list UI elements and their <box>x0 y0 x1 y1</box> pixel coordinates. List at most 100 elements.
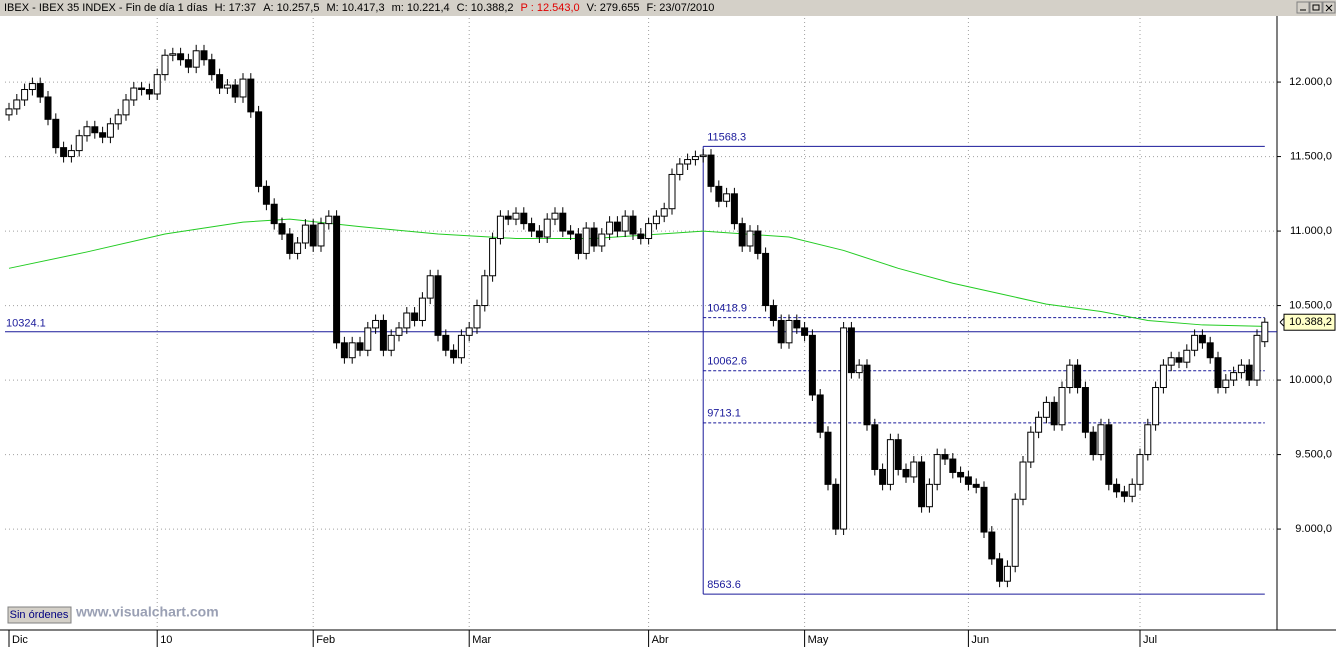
candle-body <box>262 185 270 205</box>
candle-body <box>1183 349 1191 363</box>
candle-body <box>699 154 707 158</box>
candle-body <box>980 486 988 533</box>
candle-body <box>1198 334 1206 344</box>
retracement-label: 11568.3 <box>707 131 746 143</box>
candle-body <box>1152 387 1160 426</box>
candle-body <box>520 212 528 225</box>
candle-body <box>317 223 325 247</box>
candle-body <box>886 439 894 485</box>
candle-body <box>504 215 512 220</box>
candle-body <box>231 84 239 98</box>
maximize-button[interactable] <box>1309 1 1323 14</box>
header-item: C: 10.388,2 <box>457 2 514 14</box>
candle-body <box>933 454 941 485</box>
y-tick-label: 11.500,0 <box>1290 150 1332 162</box>
retracement-label: 9713.1 <box>707 408 741 420</box>
candle-body <box>255 111 263 187</box>
candle-body <box>465 327 473 336</box>
candle-body <box>1230 372 1238 381</box>
x-tick-label: Jul <box>1143 634 1157 646</box>
price-pointer <box>1279 317 1285 327</box>
candle-body <box>489 238 497 277</box>
x-tick-label: Jun <box>971 634 989 646</box>
orders-button[interactable] <box>7 606 72 624</box>
x-tick-label: May <box>808 634 829 646</box>
candle-body <box>216 74 224 89</box>
candle-body <box>902 468 910 478</box>
candle-body <box>200 50 208 61</box>
candle-body <box>114 114 122 125</box>
candle-body <box>239 78 247 98</box>
candle-body <box>434 275 442 336</box>
candle-body <box>1191 334 1199 351</box>
candle-body <box>551 212 559 220</box>
candle-body <box>13 99 21 110</box>
candle-body <box>629 215 637 235</box>
icon <box>1312 4 1320 11</box>
candle-body <box>543 218 551 238</box>
candle-body <box>1058 387 1066 426</box>
candle-body <box>582 227 590 254</box>
candle-body <box>613 221 621 232</box>
candle-body <box>528 223 536 232</box>
candle-body <box>730 193 738 225</box>
candle-body <box>606 221 614 235</box>
header-item: IBEX - IBEX 35 INDEX - Fin de día 1 días <box>4 2 208 14</box>
candle-body <box>1011 498 1019 567</box>
candle-body <box>684 159 692 165</box>
candle-body <box>270 203 278 225</box>
candle-body <box>1120 491 1128 497</box>
candle-body <box>473 305 481 329</box>
x-tick-label: 10 <box>160 634 172 646</box>
candle-body <box>1089 431 1097 456</box>
retracement-label: 10062.6 <box>707 356 747 368</box>
candle-body <box>590 227 598 247</box>
y-tick-label: 11.000,0 <box>1290 225 1332 237</box>
candle-body <box>1175 357 1183 363</box>
candle-body <box>348 342 356 359</box>
icon <box>1325 4 1333 12</box>
candle-body <box>1113 483 1121 493</box>
candle-body <box>223 84 231 89</box>
candle-body <box>426 275 434 299</box>
candle-body <box>1222 379 1230 389</box>
candle-body <box>1214 357 1222 389</box>
candle-body <box>1167 357 1175 366</box>
candle-body <box>138 87 146 91</box>
candle-body <box>418 297 426 321</box>
candle-body <box>450 349 458 359</box>
orders-button-label[interactable]: Sin órdenes <box>10 609 69 621</box>
candle-body <box>67 150 75 158</box>
candle-body <box>879 468 887 485</box>
candle-body <box>598 233 606 247</box>
candle-body <box>777 319 785 344</box>
candle-body <box>1035 416 1043 433</box>
header: IBEX - IBEX 35 INDEX - Fin de día 1 días… <box>4 2 714 14</box>
x-tick-label: Abr <box>652 634 669 646</box>
candle-body <box>177 53 185 61</box>
candle-body <box>247 78 255 113</box>
candle-body <box>715 185 723 202</box>
candle-body <box>894 439 902 470</box>
candle-body <box>637 233 645 240</box>
candle-body <box>855 364 863 374</box>
header-item: M: 10.417,3 <box>326 2 384 14</box>
candle-body <box>785 319 793 344</box>
candle-body <box>574 233 582 254</box>
candle-body <box>754 230 762 254</box>
candle-body <box>918 461 926 508</box>
candle-body <box>793 319 801 329</box>
candle-body <box>122 99 130 116</box>
candle-body <box>379 319 387 351</box>
minimize-button[interactable] <box>1296 1 1310 14</box>
candle-body <box>387 334 395 351</box>
candle-body <box>333 215 341 344</box>
candle-body <box>660 208 668 217</box>
candle-body <box>1105 424 1113 485</box>
candle-body <box>988 531 996 560</box>
candle-body <box>356 342 364 351</box>
candle-body <box>535 230 543 238</box>
candle-body <box>707 154 715 187</box>
candle-body <box>286 233 294 254</box>
